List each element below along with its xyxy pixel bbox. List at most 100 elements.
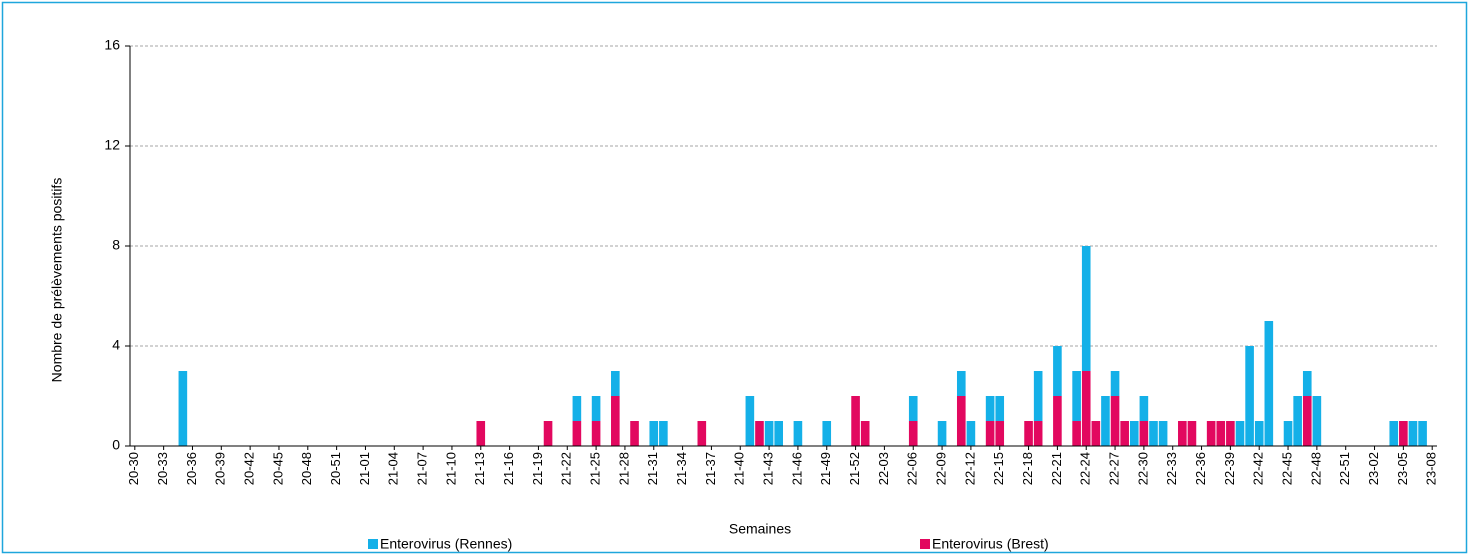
bar-segment [1283,421,1293,446]
x-axis-label: Semaines [729,521,791,537]
x-tick-label: 22-42 [1251,452,1266,485]
bar-segment [697,421,707,446]
bar-segment [764,421,774,446]
x-tick-label: 21-01 [357,452,372,485]
bar-segment [543,421,553,446]
x-tick-label: 22-45 [1279,452,1294,485]
x-tick-label: 21-19 [530,452,545,485]
x-tick-label: 21-22 [559,452,574,485]
bar-segment [572,421,582,446]
bar-segment [1235,421,1245,446]
x-tick-label: 23-05 [1395,452,1410,485]
bar-segment [1178,421,1187,446]
x-tick-label: 22-18 [1020,452,1035,485]
bar-segment [755,421,764,446]
bar-segment [1139,396,1149,421]
bar-segment [1149,421,1158,446]
x-tick-label: 21-46 [789,452,804,485]
x-tick-label: 22-39 [1222,452,1237,485]
legend-label: Enterovirus (Rennes) [380,536,512,552]
bar-segment [1264,321,1274,446]
x-tick-label: 22-06 [905,452,920,485]
bar-segment [745,396,755,446]
y-tick-label: 16 [104,37,120,53]
bar-segment [1187,421,1197,446]
bar-segment [1399,421,1408,446]
bar-segment [1312,396,1322,446]
bar-segment [1245,346,1254,446]
x-tick-label: 22-15 [991,452,1006,485]
x-tick-label: 21-16 [501,452,516,485]
bar-segment [1053,396,1062,446]
bar-segment [774,421,783,446]
bar-segment [591,396,601,421]
y-tick-label: 4 [112,337,120,353]
bar-segment [1072,421,1081,446]
bar-segment [985,421,995,446]
bar-segment [1293,396,1302,446]
bar-segment [1110,396,1120,446]
bar-segment [178,371,188,446]
bar-segment [611,396,620,446]
bar-segment [851,396,860,446]
bar-segment [1389,421,1399,446]
bar-segment [1053,346,1062,396]
x-tick-label: 21-40 [732,452,747,485]
x-tick-label: 22-09 [934,452,949,485]
x-tick-label: 22-03 [876,452,891,485]
x-tick-label: 21-28 [616,452,631,485]
x-tick-label: 20-51 [328,452,343,485]
x-tick-label: 20-42 [242,452,257,485]
x-tick-label: 21-49 [818,452,833,485]
bar-segment [1302,371,1312,396]
legend-swatch [368,539,378,549]
x-tick-label: 21-31 [645,452,660,485]
bar-segment [1101,396,1110,446]
bar-segment [1226,421,1235,446]
x-tick-label: 20-45 [270,452,285,485]
bar-segment [1024,421,1033,446]
x-tick-label: 21-43 [761,452,776,485]
bar-segment [956,396,966,446]
x-tick-label: 22-30 [1135,452,1150,485]
bar-segment [1139,421,1149,446]
x-tick-label: 21-25 [588,452,603,485]
y-tick-label: 0 [112,437,120,453]
bar-segment [937,421,947,446]
bar-segment [1081,371,1091,446]
legend-swatch [920,539,930,549]
x-tick-label: 20-36 [184,452,199,485]
bar-segment [985,396,995,421]
bar-segment [995,396,1005,421]
x-tick-label: 20-48 [299,452,314,485]
x-tick-label: 20-39 [213,452,228,485]
x-tick-label: 21-04 [386,452,401,485]
bar-segment [1072,371,1081,421]
bar-segment [908,396,918,421]
bar-segment [1216,421,1226,446]
y-tick-label: 8 [112,237,120,253]
bar-segment [860,421,870,446]
bar-segment [1091,421,1101,446]
x-tick-label: 22-51 [1337,452,1352,485]
x-tick-label: 22-36 [1193,452,1208,485]
x-tick-label: 22-24 [1078,452,1093,485]
x-tick-label: 21-34 [674,452,689,485]
bar-segment [659,421,668,446]
x-tick-label: 21-37 [703,452,718,485]
bar-segment [822,421,832,446]
x-tick-label: 21-10 [443,452,458,485]
legend-label: Enterovirus (Brest) [932,536,1049,552]
bar-segment [611,371,620,396]
bar-segment [1418,421,1427,446]
bar-segment [966,421,976,446]
bar-segment [591,421,601,446]
bar-segment [649,421,659,446]
bar-segment [1408,421,1418,446]
bar-segment [793,421,803,446]
x-tick-label: 21-07 [415,452,430,485]
bar-segment [1033,421,1043,446]
x-tick-label: 23-02 [1366,452,1381,485]
